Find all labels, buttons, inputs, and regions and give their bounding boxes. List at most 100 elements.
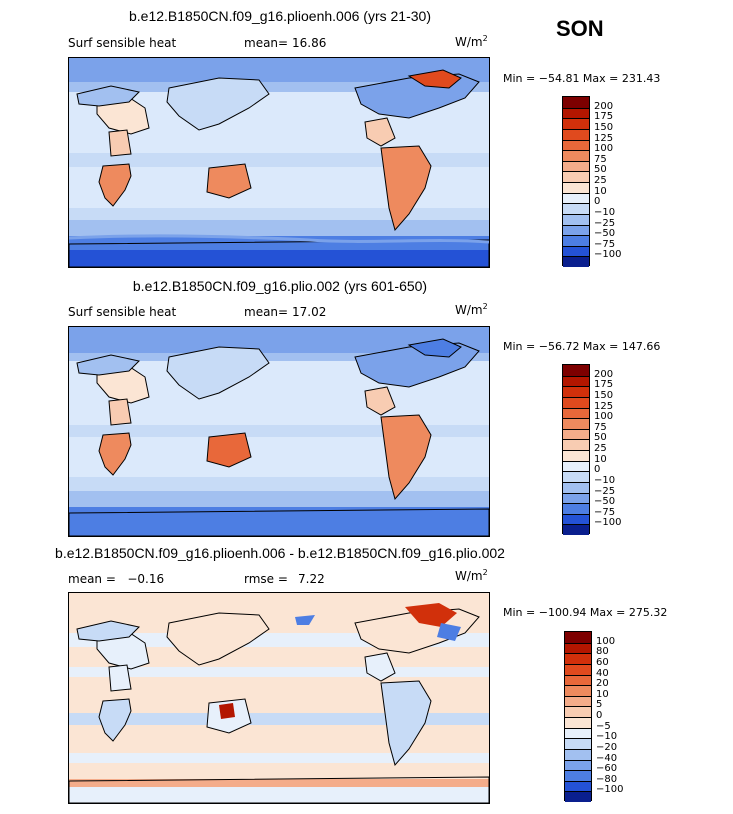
panel-2-colorbar-tick-label: −25 [594,485,616,497]
panel-3-stat-label: rmse = [244,572,288,586]
panel-2-colorbar-tick-label: −50 [594,496,616,508]
panel-3-colorbar-swatch [565,695,591,707]
panel-2-colorbar-tick-label: 50 [594,432,607,444]
panel-1-colorbar-swatch [563,256,589,267]
panel-2-map [68,326,490,537]
panel-2-colorbar-swatch [563,513,589,525]
panel-2-colorbar-swatch [563,439,589,450]
panel-2-colorbar-tick-label: 100 [594,411,614,423]
panel-1-colorbar-tick-label: 175 [594,111,614,123]
panel-1-colorbar-tick-label: 75 [594,153,607,165]
panel-3-colorbar [564,631,592,802]
panel-1-colorbar-tick-label: −25 [594,217,616,229]
panel-1-colorbar-swatch [563,171,589,182]
panel-1-map [68,57,490,268]
panel-3-colorbar-tick-label: 60 [596,656,609,668]
panel-3-colorbar-swatch [565,674,591,686]
panel-3-mean-label: mean = −0.16 [68,572,165,586]
panel-3-colorbar-swatch [565,632,591,643]
panel-3-colorbar-swatch [565,770,591,781]
panel-3-colorbar-tick-label: 40 [596,667,609,679]
panel-1-colorbar-tick-label: −50 [594,228,616,240]
panel-2-colorbar-tick-label: 25 [594,443,607,454]
panel-3-colorbar-tick-label: −60 [596,763,618,775]
panel-2-colorbar-tick-label: 75 [594,421,607,433]
panel-1-colorbar-swatch [563,213,589,225]
panel-3-colorbar-tick-label: 5 [596,699,603,711]
panel-2-colorbar-swatch [563,407,589,419]
panel-2-colorbar-swatch [563,450,589,461]
panel-2-colorbar-swatch [563,375,589,387]
panel-3-colorbar-tick-label: −80 [596,773,618,785]
panel-3-colorbar-swatch [565,748,591,760]
panel-3-units: W/m2 [455,568,488,583]
panel-2-min-max: Min = −56.72 Max = 147.66 [503,340,661,353]
panel-1-colorbar-tick-label: 10 [594,185,607,197]
panel-1-colorbar-swatch [563,203,589,214]
panel-2-colorbar-swatch [563,481,589,493]
panel-1-colorbar-tick-label: 150 [594,121,614,133]
panel-1-colorbar-swatch [563,150,589,161]
panel-2-colorbar-swatch [563,460,589,472]
panel-3-colorbar-swatch [565,727,591,739]
panel-2-stat-value: 17.02 [292,305,327,319]
panel-1-min-max: Min = −54.81 Max = 231.43 [503,72,661,85]
panel-2-map-field [69,327,489,536]
panel-3-colorbar-tick-label: −5 [596,720,611,732]
panel-3-colorbar-swatch [565,759,591,771]
panel-2-stat-label: mean= [244,305,289,319]
panel-3-colorbar-tick-label: −20 [596,741,618,753]
panel-3-stat-value: 7.22 [298,572,325,586]
panel-2-colorbar-swatch [563,471,589,482]
panel-3-colorbar-swatch [565,685,591,696]
panel-1-colorbar-swatch [563,224,589,236]
panel-1-stat-label: mean= [244,36,289,50]
panel-1-colorbar-tick-label: −75 [594,238,616,250]
panel-2-colorbar-tick-label: 150 [594,389,614,401]
panel-2-colorbar-tick-label: 175 [594,379,614,391]
panel-3-colorbar-tick-label: 10 [596,688,609,700]
panel-1-colorbar-tick-label: −100 [594,249,622,261]
panel-1-colorbar-swatch [563,107,589,119]
panel-2-colorbar-tick-label: 0 [594,464,601,476]
panel-2-variable-label: Surf sensible heat [68,305,177,319]
panel-2-colorbar-swatch [563,492,589,504]
panel-1-colorbar-swatch [563,192,589,204]
panel-1-colorbar-swatch [563,97,589,108]
panel-3-colorbar-tick-label: 100 [596,635,616,647]
panel-1-title: b.e12.B1850CN.f09_g16.plioenh.006 (yrs 2… [129,8,431,24]
panel-1-colorbar-tick-label: 25 [594,175,607,186]
panel-2-colorbar-swatch [563,386,589,397]
panel-1-colorbar-swatch [563,160,589,172]
season-label: SON [556,16,604,41]
panel-1-colorbar [562,96,590,267]
panel-3-colorbar-swatch [565,642,591,654]
panel-1-map-field [69,58,489,267]
panel-2-colorbar-swatch [563,365,589,376]
panel-3-colorbar-swatch [565,717,591,728]
panel-1-colorbar-tick-label: 100 [594,143,614,155]
panel-2-colorbar-swatch [563,503,589,514]
panel-1-colorbar-swatch [563,182,589,193]
panel-3-colorbar-swatch [565,780,591,792]
panel-3-colorbar-tick-label: 80 [596,646,609,658]
panel-2-colorbar-swatch [563,396,589,408]
panel-1-colorbar-tick-label: 0 [594,196,601,208]
panel-2-colorbar-tick-label: 125 [594,400,614,412]
panel-3-colorbar-swatch [565,738,591,749]
panel-3-map-field [69,593,489,803]
panel-2-colorbar-swatch [563,428,589,440]
panel-3-title: b.e12.B1850CN.f09_g16.plioenh.006 - b.e1… [55,545,505,561]
panel-2-colorbar-swatch [563,524,589,535]
panel-3-colorbar-swatch [565,663,591,675]
panel-2-colorbar-tick-label: −75 [594,506,616,518]
panel-1-colorbar-swatch [563,139,589,151]
panel-2-units: W/m2 [455,302,488,317]
panel-3-colorbar-tick-label: −40 [596,752,618,764]
panel-3-colorbar-swatch [565,706,591,717]
panel-3-map [68,592,490,804]
panel-1-colorbar-tick-label: 50 [594,164,607,176]
panel-2-colorbar [562,364,590,535]
panel-1-colorbar-swatch [563,128,589,140]
panel-3-colorbar-tick-label: 0 [596,710,603,721]
